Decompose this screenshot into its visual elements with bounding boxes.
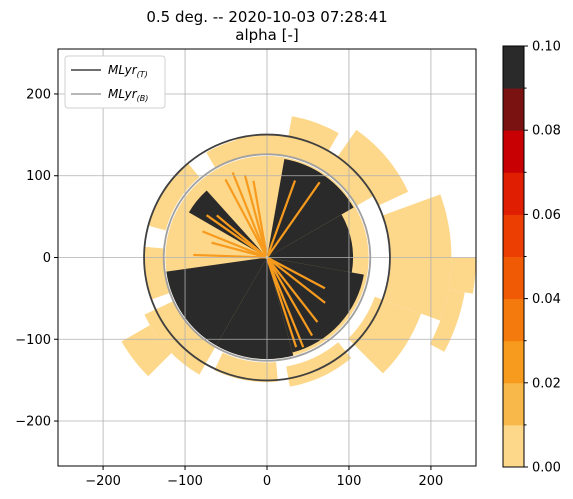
- legend-box: [64, 55, 166, 109]
- y-tick-label: 0: [43, 251, 51, 266]
- streak-mark: [205, 214, 267, 258]
- colorbar-segment: [503, 340, 524, 384]
- x-tick-label: 100: [337, 474, 362, 489]
- colorbar-segment: [503, 298, 524, 342]
- colorbar-tick-label: 0.02: [532, 376, 561, 391]
- streak-mark: [193, 253, 266, 259]
- x-tick-label: 200: [419, 474, 444, 489]
- streak-mark: [216, 214, 267, 258]
- streak-mark: [266, 258, 298, 348]
- chart-subtitle: alpha [-]: [235, 26, 298, 44]
- colorbar-tick-label: 0.00: [532, 461, 561, 476]
- colorbar-segment: [503, 172, 524, 215]
- y-tick-label: 200: [26, 87, 51, 102]
- colorbar-segment: [503, 88, 524, 131]
- colorbar-tick-label: 0.08: [532, 124, 561, 139]
- echo-patch-low: [337, 129, 409, 206]
- x-axis-ticks: −200 −100 0 100 200: [85, 466, 443, 489]
- colorbar-segment: [503, 214, 524, 257]
- colorbar-segment: [503, 424, 524, 468]
- echo-patch-low: [348, 296, 422, 374]
- legend-label-mlyr-bottom: MLyr(B): [108, 87, 148, 103]
- sector-high-alpha: [216, 258, 294, 360]
- colorbar-segment: [503, 46, 524, 89]
- sector-high-alpha: [166, 257, 267, 346]
- echo-patch-low: [235, 134, 374, 206]
- melting-layer-rings: [143, 133, 391, 382]
- chart-title: 0.5 deg. -- 2020-10-03 07:28:41: [146, 8, 387, 26]
- x-tick-label: 0: [263, 474, 271, 489]
- colorbar-tick-label: 0.04: [532, 292, 561, 307]
- echo-patch-low: [429, 289, 465, 352]
- colorbar-segment: [503, 130, 524, 173]
- streak-mark: [252, 180, 268, 257]
- streak-mark: [224, 178, 268, 257]
- streak-mark: [231, 171, 268, 257]
- streak-mark: [267, 181, 321, 257]
- x-tick-label: −200: [85, 474, 121, 489]
- ring-mlyr-bottom: [162, 153, 372, 362]
- streak-mark: [243, 174, 268, 257]
- echo-patch-low: [288, 116, 339, 152]
- streak-mark: [267, 257, 326, 304]
- ring-mlyr-top: [143, 133, 391, 382]
- streak-mark: [266, 258, 305, 348]
- colorbar-segment: [503, 256, 524, 300]
- y-tick-label: −100: [15, 333, 51, 348]
- streak-mark: [201, 230, 266, 258]
- echo-patch-low: [206, 138, 250, 169]
- sector-high-alpha: [267, 257, 364, 353]
- y-axis-ticks: 200 100 0 −100 −200: [15, 87, 58, 430]
- echo-patch-low: [448, 257, 476, 294]
- y-tick-label: 100: [26, 169, 51, 184]
- legend-label-mlyr-top: MLyr(T): [108, 63, 148, 79]
- colorbar-tick-label: 0.10: [532, 40, 561, 55]
- colorbar-ticks: 0.00 0.02 0.04 0.06 0.08 0.10: [524, 40, 561, 476]
- echo-patch-low: [121, 325, 172, 377]
- colorbar-segment: [503, 382, 524, 426]
- streak-mark: [266, 180, 297, 257]
- streak-mark: [267, 258, 319, 323]
- echo-patch-low: [148, 163, 200, 231]
- legend: MLyr(T) MLyr(B): [64, 55, 166, 109]
- colorbar: [503, 46, 524, 468]
- echo-patch-low: [144, 301, 216, 375]
- sector-high-alpha: [267, 159, 354, 257]
- y-tick-label: −200: [15, 415, 51, 430]
- colorbar-tick-label: 0.06: [532, 208, 561, 223]
- x-tick-label: −100: [167, 474, 203, 489]
- streak-mark: [211, 241, 266, 259]
- streak-mark: [267, 257, 326, 290]
- sector-high-alpha: [268, 214, 354, 273]
- streak-mark: [266, 258, 314, 337]
